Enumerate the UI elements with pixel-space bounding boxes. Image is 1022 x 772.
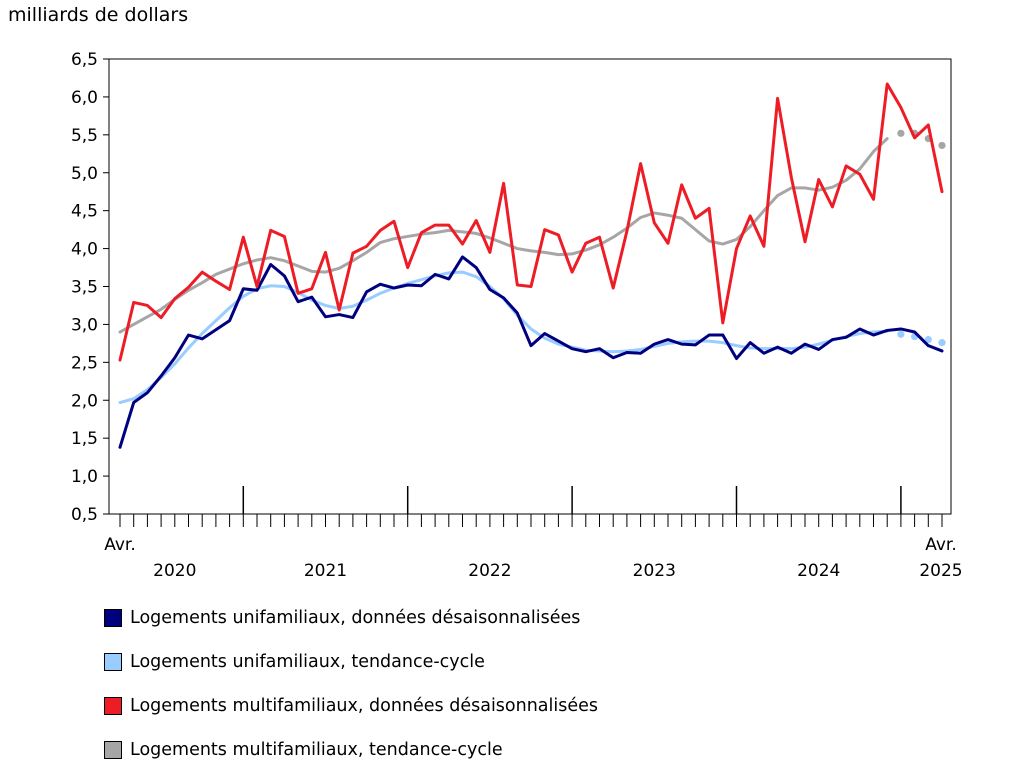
legend-item-multi-trend: Logements multifamiliaux, tendance-cycle <box>104 728 598 772</box>
series-line-multi_trend <box>118 137 889 334</box>
x-year-label: 2021 <box>304 561 347 581</box>
x-year-label: 2020 <box>153 561 196 581</box>
x-end-month-label: Avr. <box>925 535 957 555</box>
legend-label-multi-trend: Logements multifamiliaux, tendance-cycle <box>130 740 503 760</box>
x-year-label: 2024 <box>797 561 840 581</box>
y-tick-label: 1,0 <box>71 467 98 487</box>
y-tick-label: 0,5 <box>71 505 98 525</box>
line-chart: 0,5 1,0 1,5 2,0 2,5 3,0 3,5 4,0 4,5 5,0 5,5 6,0 6,5 A… <box>71 50 963 581</box>
series-point-uni_trend <box>924 335 932 344</box>
x-year-label: 2023 <box>633 561 676 581</box>
legend-swatch-uni-trend <box>104 653 122 671</box>
y-tick-label: 6,0 <box>71 88 98 108</box>
y-tick-label: 4,0 <box>71 240 98 260</box>
series-point-multi_trend <box>897 129 905 137</box>
legend-swatch-multi-trend <box>104 741 122 759</box>
legend-item-multi-sa: Logements multifamiliaux, données désais… <box>104 684 598 728</box>
y-tick-label: 3,5 <box>71 278 98 298</box>
legend: Logements unifamiliaux, données désaison… <box>104 596 598 772</box>
x-year-label: 2022 <box>468 561 511 581</box>
legend-item-uni-trend: Logements unifamiliaux, tendance-cycle <box>104 640 598 684</box>
x-start-month-label: Avr. <box>104 535 136 555</box>
legend-item-uni-sa: Logements unifamiliaux, données désaison… <box>104 596 598 640</box>
legend-label-uni-trend: Logements unifamiliaux, tendance-cycle <box>130 652 485 672</box>
legend-swatch-uni-sa <box>104 609 122 627</box>
y-tick-label: 3,0 <box>71 315 98 335</box>
y-tick-label: 1,5 <box>71 429 98 449</box>
series-point-uni_trend <box>897 330 905 338</box>
y-tick-label: 6,5 <box>71 50 98 70</box>
series-point-uni_trend <box>938 339 946 347</box>
series-line-uni_sa <box>118 255 944 449</box>
legend-label-multi-sa: Logements multifamiliaux, données désais… <box>130 696 599 716</box>
y-axis-unit-label: milliards de dollars <box>8 4 189 26</box>
series-point-multi_trend <box>938 141 946 150</box>
y-tick-label: 4,5 <box>71 202 98 222</box>
y-tick-label: 2,0 <box>71 391 98 411</box>
series-line-uni_trend <box>118 270 889 405</box>
x-year-label: 2025 <box>919 561 962 581</box>
y-tick-label: 5,0 <box>71 164 98 184</box>
legend-label-uni-sa: Logements unifamiliaux, données désaison… <box>130 608 581 628</box>
legend-swatch-multi-sa <box>104 697 122 715</box>
y-tick-label: 2,5 <box>71 353 98 373</box>
y-tick-label: 5,5 <box>71 126 98 146</box>
series-line-multi_sa <box>118 82 944 362</box>
